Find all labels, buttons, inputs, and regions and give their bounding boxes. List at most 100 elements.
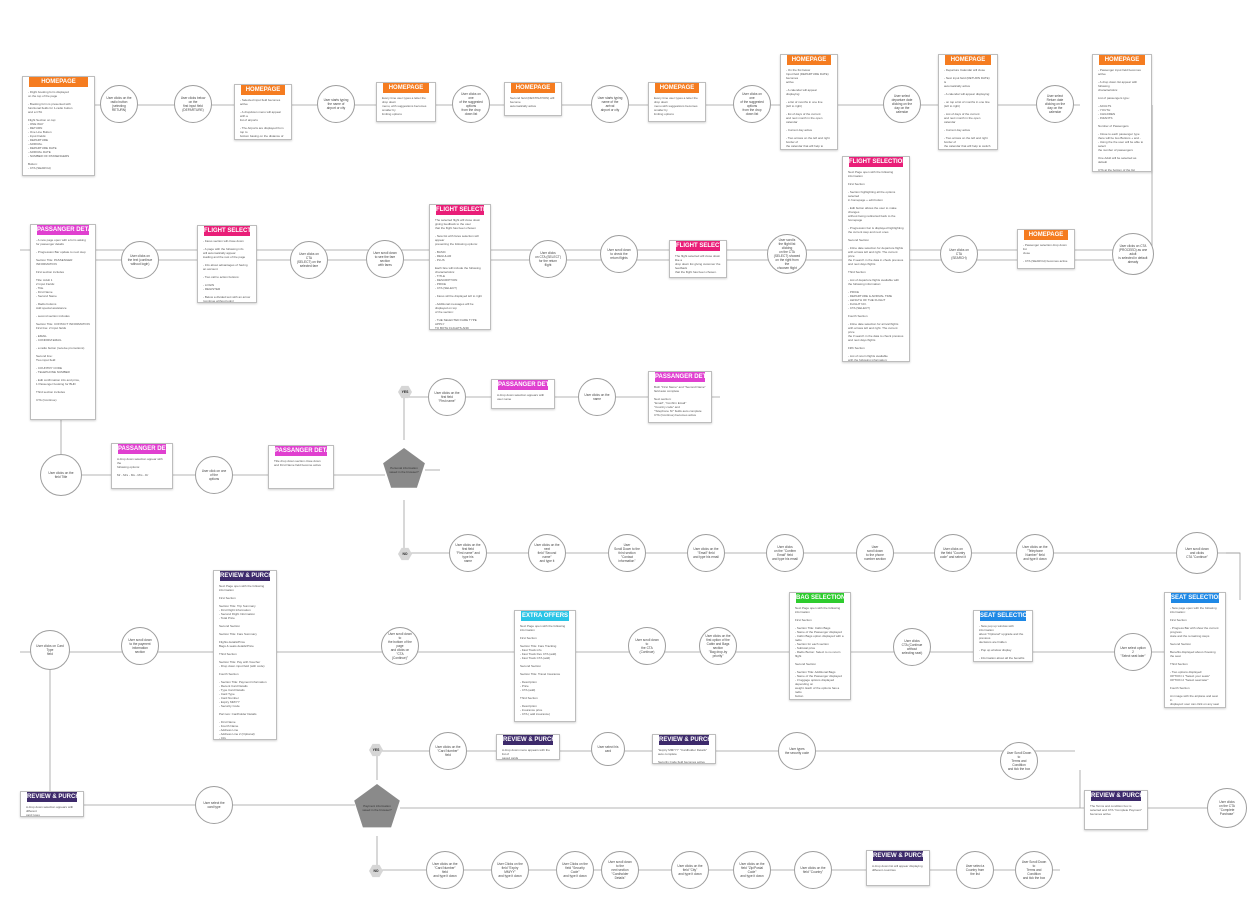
- user-action-node: User click on one of the options: [195, 456, 233, 494]
- screen-card-seat-selection: SEAT SELECTION - New page open with the f…: [1164, 592, 1226, 708]
- screen-card-description: A drop down selection appear with the fo…: [117, 457, 163, 477]
- screen-card-title: FLIGHT SELECTION: [204, 226, 250, 236]
- screen-card-title: PASSANGER DETAILS: [118, 444, 166, 454]
- screen-card-title: HOMEPAGE: [787, 55, 831, 65]
- user-action-node: User clicks on the "Email" field and typ…: [687, 534, 725, 572]
- user-action-node: User scroll down and clicks CTA "Continu…: [1176, 532, 1218, 574]
- user-action-node: User clicks on CTA (SELECT) on the selec…: [290, 241, 328, 279]
- screen-card-homepage: HOMEPAGE Every time user types a letter t…: [648, 82, 706, 122]
- user-action-node: User clicks on the field "City" and type…: [671, 851, 709, 889]
- user-action-node: User clicks on the "Telephone Number" fi…: [1016, 534, 1054, 572]
- screen-card-passenger-details: PASSANGER DETAILS Both "First Name" and "…: [648, 371, 712, 423]
- screen-card-title: HOMEPAGE: [945, 55, 991, 65]
- screen-card-description: - Passenger selection drop down list clo…: [1023, 243, 1068, 263]
- user-action-node: User scroll down to the next section "Ca…: [601, 851, 639, 889]
- user-action-label: User clicks on the text (continue withou…: [127, 254, 153, 266]
- user-action-node: User clicks on the field Title: [40, 454, 82, 496]
- screen-card-title: HOMEPAGE: [29, 77, 88, 87]
- user-action-label: User scroll down to the phone number sec…: [864, 545, 886, 561]
- user-action-node: User Clicks on the field "Security Code"…: [556, 851, 594, 889]
- screen-card-description: Every time user types a letter the drop …: [654, 96, 698, 116]
- screen-card-title: EXTRA OFFERS: [521, 611, 569, 621]
- decision-branch-yes: [369, 743, 383, 757]
- screen-card-flight-selection: FLIGHT SELECTION The flight selected will…: [669, 240, 727, 278]
- user-action-node: User Scroll Down to Terms and Condition …: [1015, 851, 1053, 889]
- screen-card-review-purchase: REVIEW & PURCHASE A drop down selection a…: [20, 791, 84, 817]
- user-action-label: User select option 2 "Select seat later": [1120, 646, 1146, 658]
- screen-card-title: REVIEW & PURCHASE: [1091, 791, 1141, 801]
- screen-card-passenger-details: PASSANGER DETAILS A drop down selection a…: [491, 379, 555, 409]
- user-action-node: User clicks below on the first input fie…: [174, 85, 212, 123]
- user-action-label: User clicks on the "Card Number" field a…: [432, 862, 458, 878]
- decision-branch-label: YES: [401, 390, 409, 394]
- screen-card-title: PASSANGER DETAILS: [275, 446, 327, 456]
- user-action-label: User Clicks on the field "Security Code"…: [562, 862, 588, 878]
- user-action-node: User clicks on the text (continue withou…: [121, 241, 159, 279]
- user-action-node: User clicks on one of the suggested opti…: [452, 85, 490, 123]
- screen-card-title: REVIEW & PURCHASE: [220, 571, 270, 581]
- screen-card-description: A drop down list will appear displaying …: [872, 864, 923, 872]
- screen-card-description: A drop down selection appears with user …: [497, 393, 545, 401]
- screen-card-description: - New page open with the following infor…: [1170, 606, 1219, 708]
- user-action-label: User clicks on the field Title: [48, 471, 74, 479]
- decision-question: Personal information saved in the browse…: [389, 466, 419, 474]
- user-action-label: User scroll down to the bottom of the pa…: [388, 632, 412, 660]
- screen-card-title: REVIEW & PURCHASE: [873, 851, 923, 861]
- screen-card-title: HOMEPAGE: [655, 83, 699, 93]
- user-action-node: User clicks on the next field "Second na…: [528, 534, 566, 572]
- screen-card-description: - Departure Calendar will close - Next i…: [944, 68, 991, 150]
- user-action-label: User clicks on CTA (SELECT) for the retu…: [535, 251, 561, 267]
- user-action-node: User Clicks on the field "Expiry MM/YY" …: [491, 851, 529, 889]
- screen-card-review-purchase: REVIEW & PURCHASE Next Page open with the…: [213, 570, 277, 740]
- screen-card-homepage: HOMEPAGE Second field (DESTINATION) will …: [504, 82, 562, 116]
- screen-card-homepage: HOMEPAGE - Flight booking form displayed …: [22, 76, 95, 176]
- user-action-label: User clicks on the field "City" and type…: [677, 864, 703, 876]
- screen-card-description: Both "First Name" and "Second Name" fiel…: [654, 385, 706, 417]
- screen-card-title: HOMEPAGE: [511, 83, 555, 93]
- user-action-node: User clicks on the name: [578, 378, 616, 416]
- screen-card-bag-selection: BAG SELECTION Next Page open with the fol…: [789, 592, 851, 700]
- user-action-label: User Scroll Down to the third section "C…: [614, 543, 640, 563]
- user-action-node: User clicks on the field "Country code" …: [934, 534, 972, 572]
- user-action-label: User scrolls the flight list clicking on…: [773, 238, 801, 270]
- screen-card-description: The selected flight will close down givi…: [435, 218, 483, 330]
- user-action-label: User clicks on one of the suggested opti…: [459, 92, 483, 116]
- user-action-label: User scroll down and clicks CTA "Continu…: [1185, 547, 1209, 559]
- user-action-node: User scroll down to the CTA (Continue): [628, 627, 666, 665]
- screen-card-title: REVIEW & PURCHASE: [27, 792, 77, 802]
- screen-card-description: The flight selected will close down like…: [675, 254, 721, 274]
- screen-card-description: Next Page open with the following inform…: [219, 584, 267, 740]
- decision-node: [383, 448, 425, 488]
- user-action-label: User Clicks on the field "Expiry MM/YY" …: [497, 862, 523, 878]
- user-action-node: User clicks on one of the suggested opti…: [733, 85, 771, 123]
- user-action-label: User types the security code: [784, 747, 810, 755]
- flow-connector: [376, 750, 1075, 780]
- user-action-label: User starts typing name of the arrival a…: [597, 96, 623, 112]
- user-action-label: User scroll down to see the fare section…: [373, 251, 397, 267]
- user-action-label: User clicks on the "Email" field and typ…: [693, 547, 719, 559]
- screen-card-description: - New pop up window with information abo…: [979, 624, 1025, 662]
- screen-card-description: - On the fist below Input field (DEPARTU…: [786, 68, 830, 150]
- screen-card-flight-selection: FLIGHT SELECTION The selected flight will…: [429, 204, 491, 330]
- user-action-label: User clicks on the first field "First na…: [434, 391, 460, 403]
- user-action-node: User clicks on the first field "First na…: [428, 378, 466, 416]
- screen-card-flight-selection: FLIGHT SELECTION Next Page open with the …: [842, 156, 910, 362]
- user-action-node: User Scroll Down to the third section "C…: [608, 534, 646, 572]
- user-action-label: User scroll down to the next section "Ca…: [608, 860, 632, 880]
- user-action-label: User clicks on CTA (PROCEED) as one adul…: [1118, 244, 1148, 264]
- user-action-node: User select option 2 "Select seat later": [1114, 633, 1152, 671]
- screen-card-description: Every time user types a letter the drop …: [382, 96, 427, 116]
- user-action-node: User clicks on the "Confirm Email" field…: [766, 534, 804, 572]
- user-action-label: User clicks on the first option of the C…: [705, 634, 731, 658]
- user-action-label: User clicks on the next field "Second na…: [534, 543, 560, 563]
- screen-card-homepage: HOMEPAGE - Departure Calendar will close …: [938, 54, 998, 150]
- screen-card-homepage: HOMEPAGE - On the fist below Input field …: [780, 54, 838, 150]
- screen-card-seat-selection: SEAT SELECTION - New pop up window with i…: [973, 610, 1033, 662]
- user-action-label: User select departure date clicking on t…: [891, 94, 913, 114]
- screen-card-description: - Fares section will close down - A page…: [203, 239, 251, 303]
- decision-branch-label: YES: [372, 748, 380, 752]
- user-action-node: User clicks on the first field "First na…: [449, 534, 487, 572]
- user-action-label: User clicks on the "Card Number" field: [435, 745, 461, 757]
